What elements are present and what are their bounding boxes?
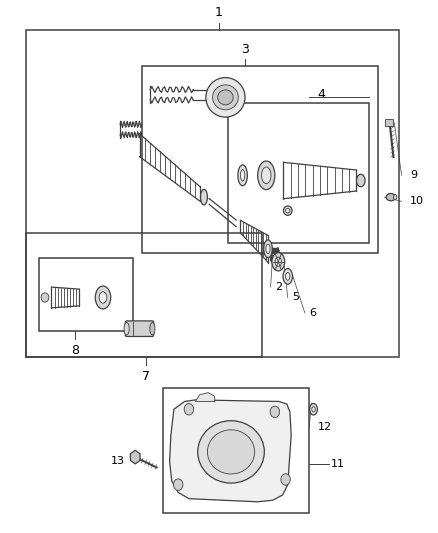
- Text: 11: 11: [331, 459, 345, 469]
- Ellipse shape: [238, 165, 247, 185]
- Ellipse shape: [201, 189, 208, 205]
- Text: 4: 4: [318, 88, 326, 101]
- Ellipse shape: [150, 322, 155, 335]
- Text: 8: 8: [71, 344, 79, 357]
- Circle shape: [270, 406, 279, 417]
- Ellipse shape: [312, 407, 315, 412]
- FancyBboxPatch shape: [125, 321, 154, 336]
- Ellipse shape: [275, 257, 282, 266]
- Ellipse shape: [264, 240, 272, 257]
- Ellipse shape: [124, 322, 129, 335]
- Ellipse shape: [283, 206, 292, 215]
- Ellipse shape: [99, 292, 107, 303]
- Circle shape: [281, 474, 290, 485]
- Text: 7: 7: [142, 370, 150, 383]
- Ellipse shape: [261, 167, 271, 184]
- Ellipse shape: [266, 244, 270, 254]
- Text: 13: 13: [110, 456, 124, 466]
- Circle shape: [41, 293, 49, 302]
- Text: 10: 10: [410, 196, 424, 206]
- Bar: [26, 232, 262, 357]
- Ellipse shape: [357, 174, 365, 187]
- Ellipse shape: [95, 286, 111, 309]
- Text: 1: 1: [215, 6, 223, 19]
- Polygon shape: [195, 393, 215, 401]
- Polygon shape: [131, 450, 140, 464]
- Ellipse shape: [286, 272, 290, 280]
- Ellipse shape: [393, 195, 397, 200]
- Circle shape: [184, 403, 194, 415]
- Ellipse shape: [208, 430, 254, 474]
- Text: 12: 12: [318, 423, 332, 432]
- Bar: [26, 30, 399, 357]
- Bar: [39, 259, 133, 332]
- Text: 5: 5: [292, 293, 299, 303]
- Ellipse shape: [286, 208, 290, 213]
- Ellipse shape: [218, 90, 233, 105]
- Ellipse shape: [310, 403, 318, 415]
- Text: 2: 2: [275, 282, 282, 292]
- Polygon shape: [170, 400, 291, 502]
- Ellipse shape: [283, 269, 293, 284]
- Ellipse shape: [206, 78, 245, 117]
- FancyBboxPatch shape: [385, 119, 393, 126]
- Bar: [141, 66, 378, 253]
- Ellipse shape: [386, 193, 396, 201]
- Ellipse shape: [258, 161, 275, 190]
- Ellipse shape: [212, 85, 238, 110]
- Text: 9: 9: [410, 171, 417, 180]
- Text: 6: 6: [309, 308, 316, 318]
- Bar: [228, 102, 369, 243]
- Ellipse shape: [240, 169, 245, 181]
- Ellipse shape: [198, 421, 264, 483]
- Ellipse shape: [272, 253, 285, 271]
- Circle shape: [173, 479, 183, 490]
- Bar: [163, 389, 309, 513]
- Text: 3: 3: [241, 43, 249, 56]
